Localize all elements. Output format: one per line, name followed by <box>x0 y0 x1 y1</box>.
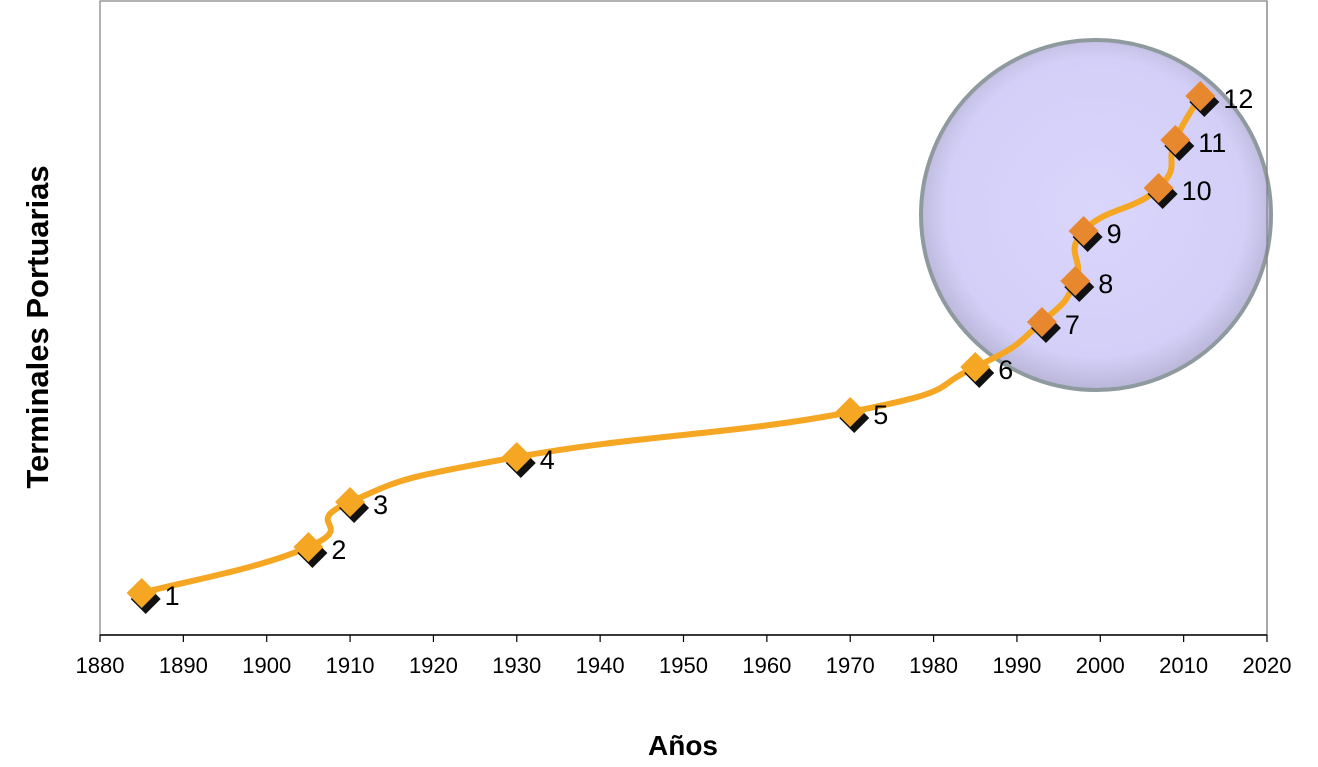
data-point-diamond <box>835 397 866 427</box>
x-tick-label: 1890 <box>159 653 208 678</box>
data-point-label: 10 <box>1182 176 1212 206</box>
data-point-label: 2 <box>331 535 346 565</box>
series-markers <box>126 81 1220 614</box>
data-point-diamond <box>960 352 991 382</box>
data-point-diamond <box>126 578 157 608</box>
data-point-diamond <box>293 532 324 562</box>
data-point-label: 11 <box>1198 128 1226 158</box>
x-tick-label: 2020 <box>1243 653 1292 678</box>
x-tick-label: 2000 <box>1076 653 1125 678</box>
data-point-diamond <box>1160 125 1191 155</box>
data-point-label: 7 <box>1065 310 1080 340</box>
highlight-lens <box>919 38 1273 392</box>
x-tick-label: 2010 <box>1159 653 1208 678</box>
data-point-diamond <box>1026 307 1057 337</box>
data-point-label: 4 <box>540 445 555 475</box>
data-point-marker <box>1068 216 1103 252</box>
x-tick-label: 1910 <box>326 653 375 678</box>
x-tick-label: 1970 <box>826 653 875 678</box>
x-axis: 1880 1890 1900 1910 1920 1930 1940 1950 1960 1970… <box>76 634 1292 678</box>
data-point-marker <box>501 442 536 478</box>
x-tick-label: 1980 <box>909 653 958 678</box>
data-point-marker <box>1143 173 1178 209</box>
x-tick-label: 1960 <box>742 653 791 678</box>
data-point-label: 1 <box>165 581 180 611</box>
y-axis-title: Terminales Portuarias <box>20 165 55 488</box>
data-point-label: 9 <box>1107 219 1122 249</box>
data-point-diamond <box>1185 81 1216 111</box>
data-point-marker <box>1160 125 1195 161</box>
data-point-marker <box>335 487 370 523</box>
x-tick-label: 1920 <box>409 653 458 678</box>
x-tick-label: 1880 <box>76 653 125 678</box>
data-point-marker <box>293 532 328 568</box>
data-point-label: 3 <box>373 490 388 520</box>
data-point-diamond <box>1143 173 1174 203</box>
data-point-diamond <box>1068 216 1099 246</box>
data-point-marker <box>1185 81 1220 117</box>
data-point-marker <box>960 352 995 388</box>
data-point-label: 8 <box>1098 269 1113 299</box>
data-point-marker <box>835 397 870 433</box>
x-tick-label: 1930 <box>492 653 541 678</box>
data-point-marker <box>126 578 161 614</box>
data-point-label: 12 <box>1223 84 1253 114</box>
series-line <box>138 93 1204 596</box>
data-point-label: 6 <box>998 355 1013 385</box>
x-tick-label: 1900 <box>242 653 291 678</box>
data-point-label: 5 <box>873 400 888 430</box>
data-point-diamond <box>1060 266 1091 296</box>
data-point-marker <box>1060 266 1095 302</box>
x-axis-title: Años <box>648 730 718 761</box>
data-point-diamond <box>501 442 532 472</box>
data-point-diamond <box>335 487 366 517</box>
x-tick-label: 1990 <box>992 653 1041 678</box>
data-point-marker <box>1026 307 1061 343</box>
x-tick-label: 1950 <box>659 653 708 678</box>
x-tick-label: 1940 <box>576 653 625 678</box>
